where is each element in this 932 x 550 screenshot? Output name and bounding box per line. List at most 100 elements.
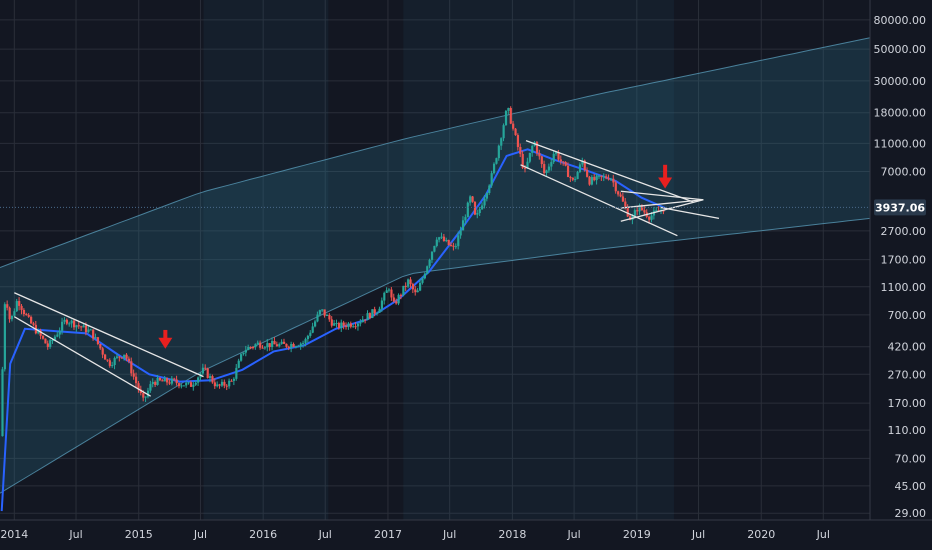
candle-body bbox=[555, 152, 558, 154]
candle-body bbox=[232, 378, 236, 381]
candle-body bbox=[204, 367, 207, 369]
candle-body bbox=[187, 382, 190, 384]
y-tick-label: 70.00 bbox=[895, 452, 927, 465]
x-tick-label: 2018 bbox=[498, 528, 526, 541]
price-tag-box bbox=[874, 199, 926, 216]
candle-body bbox=[531, 145, 534, 153]
candle-body bbox=[120, 357, 123, 359]
candle-body bbox=[328, 315, 331, 320]
candle-body bbox=[509, 108, 512, 124]
candlestick-series bbox=[1, 106, 665, 437]
candle-body bbox=[655, 210, 658, 212]
candle-body bbox=[492, 163, 496, 174]
candle-body bbox=[662, 210, 665, 212]
candle-body bbox=[614, 182, 617, 192]
candle-body bbox=[500, 138, 503, 146]
x-tick-label: Jul bbox=[566, 528, 580, 541]
candle-body bbox=[564, 161, 567, 166]
candle-body bbox=[535, 142, 539, 154]
candle-body bbox=[135, 376, 138, 384]
candle-body bbox=[13, 311, 16, 316]
candle-body bbox=[168, 382, 171, 384]
candle-body bbox=[407, 279, 410, 287]
candle-body bbox=[228, 380, 231, 387]
candle-body bbox=[209, 376, 212, 378]
candle-body bbox=[314, 321, 317, 327]
candle-body bbox=[15, 301, 18, 312]
candle-body bbox=[113, 357, 116, 366]
y-tick-label: 7000.00 bbox=[881, 166, 927, 179]
candle-body bbox=[490, 173, 493, 186]
candle-body bbox=[106, 359, 109, 361]
candle-body bbox=[56, 334, 59, 337]
y-axis[interactable]: 29.00 45.00 70.00 110.00 170.00 270.00 420.00 7… bbox=[869, 0, 932, 550]
candle-body bbox=[438, 237, 441, 240]
candle-body bbox=[25, 314, 28, 316]
candle-body bbox=[309, 332, 312, 336]
candle-body bbox=[376, 312, 379, 314]
y-tick-label: 45.00 bbox=[895, 480, 927, 493]
candle-body bbox=[581, 160, 584, 165]
candle-body bbox=[259, 342, 262, 348]
candle-body bbox=[619, 194, 622, 197]
candle-body bbox=[18, 301, 21, 306]
candle-body bbox=[540, 156, 543, 165]
candle-body bbox=[132, 373, 135, 377]
down-arrow bbox=[158, 329, 173, 349]
candle-body bbox=[504, 110, 508, 126]
candle-body bbox=[442, 236, 446, 242]
candle-body bbox=[586, 169, 589, 177]
candle-body bbox=[325, 315, 329, 317]
candle-body bbox=[151, 382, 154, 385]
candle-body bbox=[512, 123, 515, 129]
candle-body bbox=[392, 297, 395, 302]
candle-body bbox=[194, 382, 197, 385]
candle-body bbox=[404, 285, 407, 287]
candle-body bbox=[488, 185, 491, 194]
candle-body bbox=[624, 201, 627, 207]
candle-body bbox=[41, 335, 45, 339]
candle-body bbox=[77, 325, 80, 327]
candle-body bbox=[197, 377, 200, 383]
candle-body bbox=[58, 330, 61, 335]
candle-body bbox=[94, 337, 97, 339]
candle-body bbox=[524, 167, 527, 169]
candle-body bbox=[206, 368, 209, 378]
candle-body bbox=[354, 326, 357, 328]
candle-body bbox=[507, 108, 510, 111]
candle-body bbox=[139, 389, 142, 393]
candle-body bbox=[39, 330, 42, 336]
candle-body bbox=[330, 319, 333, 326]
trend-line bbox=[14, 292, 204, 378]
candle-body bbox=[201, 367, 205, 374]
candle-body bbox=[123, 354, 126, 358]
candle-body bbox=[170, 378, 174, 384]
candle-body bbox=[605, 176, 608, 179]
candle-body bbox=[49, 340, 52, 347]
candle-body bbox=[213, 382, 216, 387]
candle-body bbox=[316, 314, 319, 322]
candle-body bbox=[397, 294, 400, 304]
y-tick-label: 11000.00 bbox=[874, 137, 927, 150]
candle-body bbox=[609, 178, 613, 180]
x-tick-label: Jul bbox=[68, 528, 82, 541]
candle-body bbox=[156, 377, 159, 385]
candle-body bbox=[478, 209, 481, 214]
candle-body bbox=[299, 343, 302, 347]
candle-body bbox=[521, 153, 524, 168]
price-tag-value: 3937.06 bbox=[875, 201, 925, 214]
candle-body bbox=[3, 304, 6, 370]
y-tick-label: 170.00 bbox=[888, 397, 927, 410]
candle-body bbox=[466, 202, 469, 218]
x-axis[interactable]: 2014 Jul 2015 Jul 2016 Jul 2017 Jul 2018 Jul 2019 J… bbox=[0, 519, 932, 541]
y-tick-label: 1700.00 bbox=[881, 254, 927, 267]
x-tick-label: 2017 bbox=[374, 528, 402, 541]
candle-body bbox=[576, 172, 579, 180]
candle-body bbox=[61, 321, 64, 331]
candle-body bbox=[383, 292, 386, 301]
candle-body bbox=[345, 325, 348, 328]
candle-body bbox=[242, 352, 245, 355]
candle-body bbox=[514, 128, 517, 136]
candle-body bbox=[182, 385, 185, 387]
